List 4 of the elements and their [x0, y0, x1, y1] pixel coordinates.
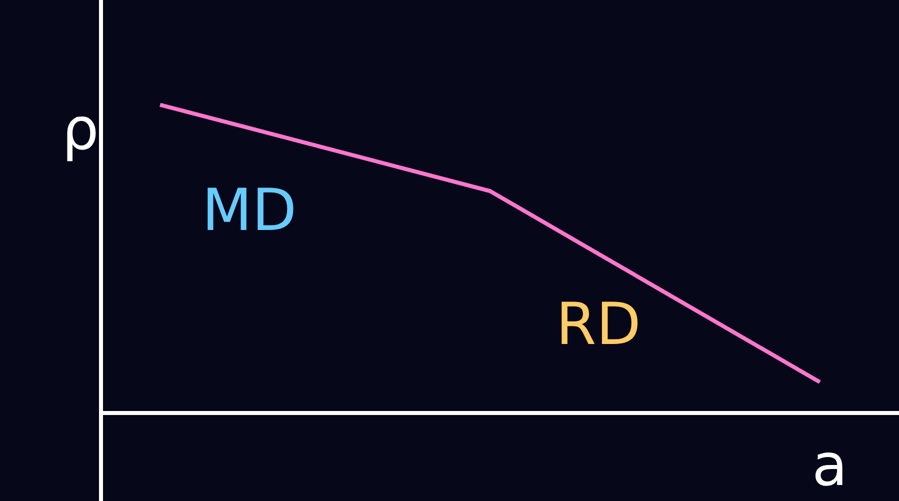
annotation: RD: [556, 290, 641, 358]
y-axis-title: ρ: [62, 95, 99, 163]
x-axis-title: a: [812, 431, 848, 499]
annotation: MD: [202, 176, 297, 244]
